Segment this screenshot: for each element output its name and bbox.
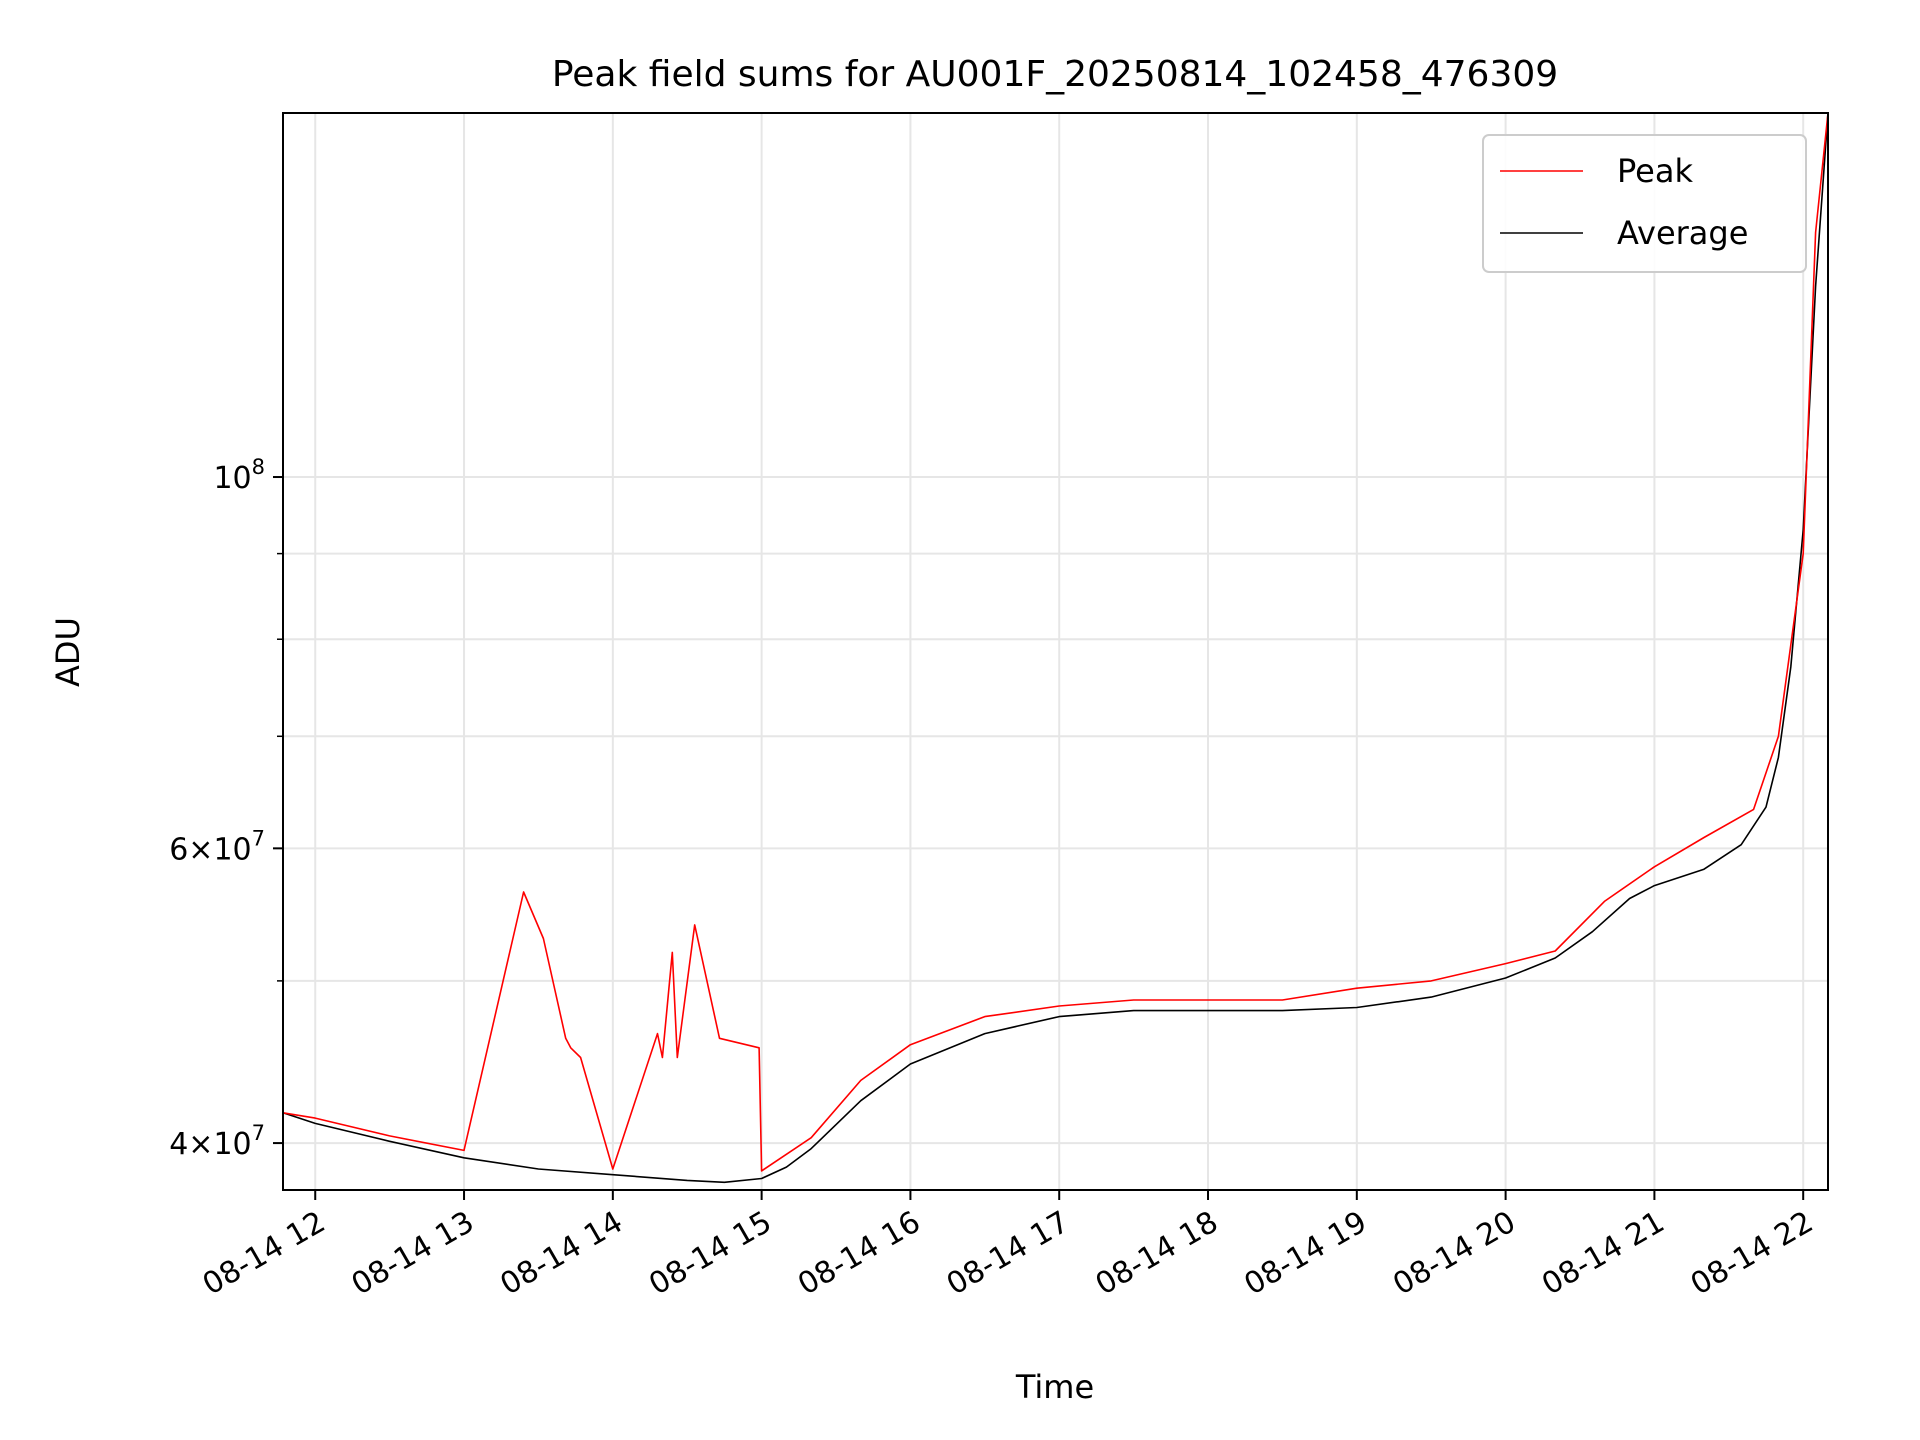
axes-frame — [282, 112, 1829, 1191]
legend-average-label: Average — [1617, 214, 1748, 252]
series-layer — [282, 112, 1829, 1184]
legend: Peak Average — [1482, 134, 1807, 273]
series-line-peak — [282, 112, 1829, 1172]
y-tick-label: 6×107 — [169, 826, 265, 867]
legend-box — [1482, 134, 1807, 273]
chart-title: Peak field sums for AU001F_20250814_1024… — [552, 54, 1558, 95]
legend-peak-label: Peak — [1617, 152, 1693, 190]
x-axis-label: Time — [1015, 1368, 1094, 1406]
y-tick-label: 108 — [213, 455, 265, 496]
series-line-average — [282, 112, 1829, 1184]
y-tick-label: 4×107 — [169, 1121, 265, 1162]
grid-layer — [283, 113, 1828, 1190]
y-axis-label: ADU — [49, 617, 87, 687]
